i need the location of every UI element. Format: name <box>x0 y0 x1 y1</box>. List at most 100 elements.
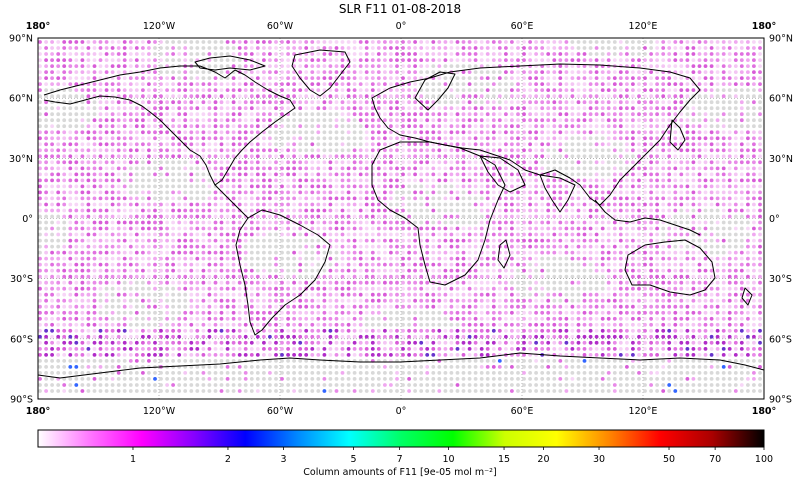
data-dot <box>473 286 478 291</box>
data-dot <box>437 244 442 249</box>
data-dot <box>485 64 490 68</box>
data-dot <box>618 220 623 225</box>
data-dot <box>340 124 345 129</box>
data-dot <box>346 136 351 141</box>
data-dot <box>661 88 666 92</box>
data-dot <box>510 280 514 285</box>
data-dot <box>334 232 339 237</box>
data-dot <box>485 142 490 147</box>
data-dot <box>733 196 738 201</box>
data-dot <box>588 94 593 99</box>
data-dot <box>449 226 454 231</box>
data-dot <box>98 256 103 261</box>
data-dot <box>74 268 79 273</box>
data-dot <box>189 274 194 279</box>
data-dot <box>141 226 145 231</box>
data-dot <box>758 124 762 129</box>
data-dot <box>709 148 714 153</box>
data-dot <box>370 52 375 56</box>
data-dot <box>370 106 375 111</box>
data-dot <box>50 130 54 135</box>
data-dot <box>98 190 103 195</box>
data-dot <box>352 124 357 129</box>
data-dot <box>479 238 484 243</box>
data-dot <box>643 82 647 86</box>
data-dot <box>437 232 442 237</box>
data-dot <box>667 148 672 153</box>
data-dot <box>685 172 690 177</box>
data-dot <box>600 118 605 123</box>
data-dot <box>44 214 48 219</box>
data-dot <box>322 178 327 183</box>
data-dot <box>733 244 738 249</box>
data-dot <box>255 250 260 255</box>
data-dot <box>44 124 48 129</box>
data-dot <box>479 166 484 171</box>
data-dot <box>667 106 672 111</box>
data-dot <box>715 202 720 207</box>
data-dot <box>491 106 496 111</box>
data-dot <box>746 256 750 261</box>
data-dot <box>98 76 103 80</box>
data-dot <box>62 202 67 207</box>
data-dot <box>322 58 327 62</box>
data-dot <box>92 238 97 243</box>
data-dot <box>576 268 581 273</box>
data-dot <box>141 136 145 141</box>
data-dot <box>219 76 224 80</box>
data-dot <box>346 262 351 267</box>
data-dot <box>74 82 79 86</box>
data-dot <box>322 220 327 225</box>
data-dot <box>62 58 67 62</box>
data-dot <box>147 178 151 183</box>
data-dot <box>697 136 702 141</box>
data-dot <box>195 244 200 249</box>
data-dot <box>80 124 85 129</box>
data-dot <box>739 46 744 50</box>
data-dot <box>497 88 502 92</box>
data-dot <box>128 214 133 219</box>
data-dot <box>122 52 127 56</box>
data-dot <box>352 58 357 62</box>
data-dot <box>673 46 678 50</box>
data-dot <box>98 148 103 153</box>
data-dot <box>116 148 121 153</box>
data-dot <box>122 244 127 249</box>
data-dot <box>231 226 236 231</box>
data-dot <box>461 94 466 99</box>
data-dot <box>50 142 54 147</box>
data-dot <box>721 124 726 129</box>
data-dot <box>443 256 448 261</box>
data-dot <box>292 142 296 147</box>
data-dot <box>673 232 678 237</box>
data-dot <box>697 82 702 86</box>
data-dot <box>655 112 659 117</box>
data-dot <box>340 52 345 56</box>
data-dot <box>376 118 381 123</box>
data-dot <box>116 244 121 249</box>
data-dot <box>141 94 145 99</box>
data-dot <box>570 58 575 62</box>
data-dot <box>177 118 182 123</box>
data-dot <box>600 280 605 285</box>
data-dot <box>304 112 309 117</box>
data-dot <box>461 244 466 249</box>
data-dot <box>322 40 327 44</box>
data-dot <box>461 226 466 231</box>
data-dot <box>243 208 248 213</box>
data-dot <box>334 178 339 183</box>
data-dot <box>691 262 696 267</box>
data-dot <box>455 280 460 285</box>
data-dot <box>697 52 702 56</box>
data-dot <box>540 136 545 141</box>
data-dot <box>44 88 48 92</box>
data-dot <box>44 220 48 225</box>
data-dot <box>739 130 744 135</box>
data-dot <box>86 238 91 243</box>
data-dot <box>504 148 508 153</box>
data-dot <box>425 100 430 105</box>
data-dot <box>570 124 575 129</box>
data-dot <box>606 52 611 56</box>
data-dot <box>358 82 363 86</box>
data-dot <box>570 262 575 267</box>
